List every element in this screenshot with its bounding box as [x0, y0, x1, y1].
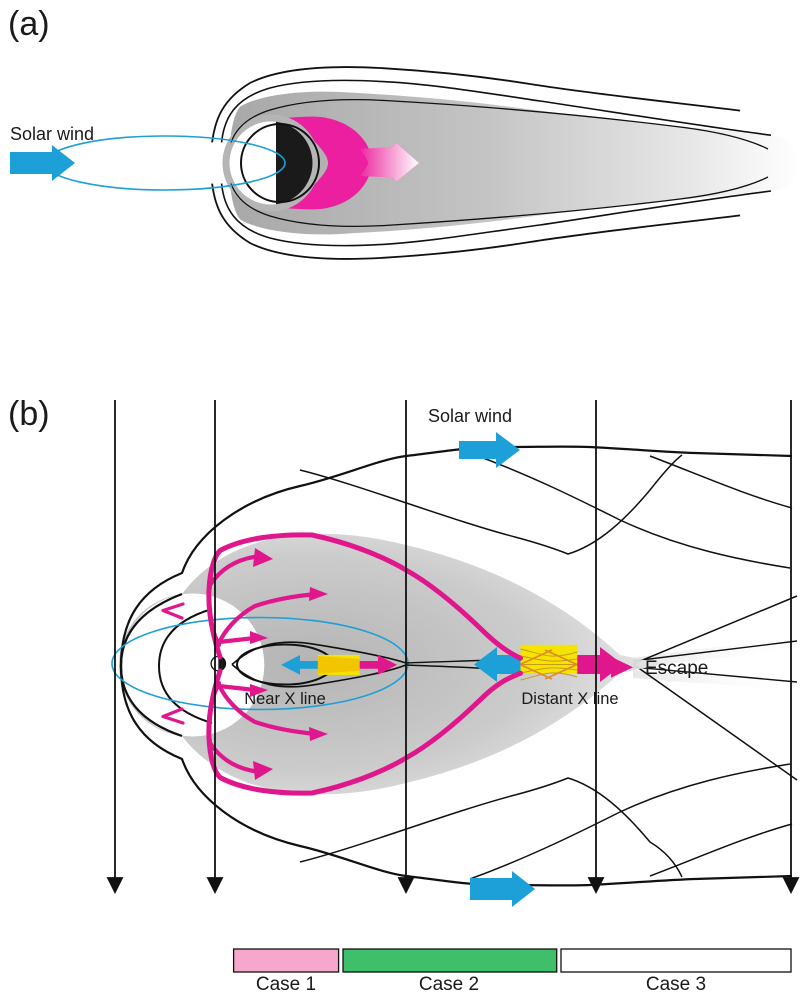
svg-text:Case 1: Case 1 — [256, 974, 316, 995]
svg-text:Distant X line: Distant X line — [521, 690, 618, 708]
svg-text:Escape: Escape — [645, 658, 708, 679]
svg-text:Solar wind: Solar wind — [428, 406, 512, 426]
svg-text:Case 3: Case 3 — [646, 974, 706, 995]
svg-text:Case 2: Case 2 — [419, 974, 479, 995]
svg-text:(b): (b) — [8, 395, 50, 433]
svg-text:Solar wind: Solar wind — [10, 124, 94, 144]
svg-text:(a): (a) — [8, 5, 50, 43]
